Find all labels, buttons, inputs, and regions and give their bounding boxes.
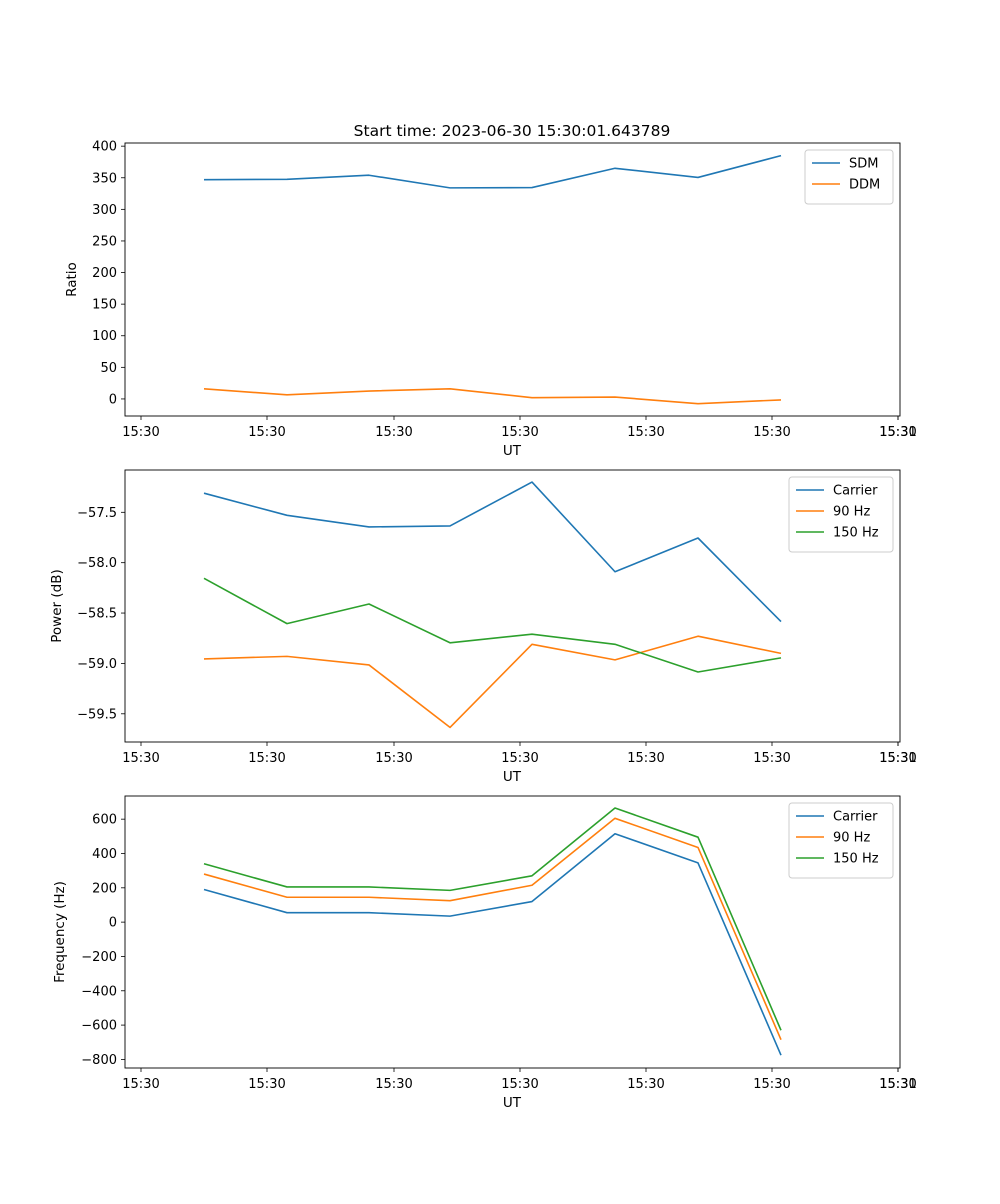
y-axis-label: Frequency (Hz) <box>52 881 68 983</box>
x-tick-label: 15:30 <box>375 751 412 766</box>
y-tick-label: 350 <box>92 171 117 186</box>
legend-label: SDM <box>849 157 878 172</box>
x-tick-label: 15:30 <box>879 425 916 440</box>
axes-frame <box>124 142 901 417</box>
x-tick-label: 15:30 <box>627 1077 664 1092</box>
axes-frame <box>124 469 901 743</box>
legend-label: 90 Hz <box>833 505 870 520</box>
series-line-2 <box>203 635 782 729</box>
series-line-2 <box>203 388 782 405</box>
legend-label: Carrier <box>833 810 878 825</box>
legend-label: 150 Hz <box>833 852 879 867</box>
x-tick-label: 15:30 <box>122 425 159 440</box>
y-tick-label: 50 <box>100 361 117 376</box>
x-tick-label: 15:30 <box>627 425 664 440</box>
y-axis-label: Power (dB) <box>49 569 65 642</box>
series-line-1 <box>203 154 782 189</box>
x-tick-label: 15:31 <box>879 1077 916 1092</box>
x-tick-label: 15:30 <box>248 425 285 440</box>
series-line-1 <box>203 832 782 1056</box>
y-tick-label: −58.0 <box>77 556 117 571</box>
x-tick-label: 15:30 <box>501 1077 538 1092</box>
y-tick-label: 0 <box>109 916 117 931</box>
x-tick-label: 15:30 <box>753 751 790 766</box>
x-tick-label: 15:30 <box>375 425 412 440</box>
series-line-3 <box>203 577 782 673</box>
legend-box <box>788 476 894 553</box>
x-tick-label: 15:30 <box>501 425 538 440</box>
x-axis-label: UT <box>503 769 522 785</box>
y-tick-label: 400 <box>92 847 117 862</box>
subplot-3: 15:30 15:30 15:30 15:30 15:30 15:30 15:3015:31… <box>52 795 917 1111</box>
y-tick-label: 0 <box>109 392 117 407</box>
x-tick-label: 15:30 <box>248 751 285 766</box>
legend-label: 150 Hz <box>833 526 879 541</box>
y-tick-label: −800 <box>81 1053 117 1068</box>
x-tick-label: 15:30 <box>122 751 159 766</box>
series-line-3 <box>203 807 782 1031</box>
y-tick-label: 200 <box>92 266 117 281</box>
x-tick-label: 15:30 <box>753 1077 790 1092</box>
y-tick-label: 100 <box>92 329 117 344</box>
y-tick-label: −59.0 <box>77 657 117 672</box>
x-tick-label: 15:30 <box>375 1077 412 1092</box>
x-tick-label: 15:30 <box>879 1077 916 1092</box>
y-tick-label: 300 <box>92 203 117 218</box>
x-tick-label: 15:30 <box>122 1077 159 1092</box>
x-tick-label: 15:30 <box>753 425 790 440</box>
subplot-2: 15:30 15:30 15:30 15:30 15:30 15:30 15:3015:31… <box>49 469 917 785</box>
axes-frame <box>124 795 901 1069</box>
legend-label: 90 Hz <box>833 831 870 846</box>
legend-label: DDM <box>849 178 880 193</box>
x-tick-label: 15:31 <box>879 425 916 440</box>
legend: Carrier 90 Hz 150 Hz <box>788 476 894 553</box>
y-tick-label: 200 <box>92 881 117 896</box>
x-tick-label: 15:30 <box>248 1077 285 1092</box>
x-tick-label: 15:30 <box>627 751 664 766</box>
y-tick-label: −600 <box>81 1019 117 1034</box>
y-tick-label: −59.5 <box>77 707 117 722</box>
y-tick-label: −58.5 <box>77 607 117 622</box>
y-tick-label: 600 <box>92 813 117 828</box>
x-tick-label: 15:30 <box>501 751 538 766</box>
series-line-2 <box>203 817 782 1040</box>
legend: Carrier 90 Hz 150 Hz <box>788 802 894 879</box>
legend: SDM DDM <box>804 149 894 205</box>
y-tick-label: 150 <box>92 298 117 313</box>
y-axis-label: Ratio <box>64 262 80 297</box>
x-axis-label: UT <box>503 443 522 459</box>
y-tick-label: 250 <box>92 234 117 249</box>
y-tick-label: −400 <box>81 984 117 999</box>
y-tick-label: −57.5 <box>77 506 117 521</box>
series-line-1 <box>203 481 782 623</box>
legend-box <box>788 802 894 879</box>
x-tick-label: 15:31 <box>879 751 916 766</box>
legend-label: Carrier <box>833 484 878 499</box>
x-axis-label: UT <box>503 1095 522 1111</box>
y-tick-label: 400 <box>92 140 117 155</box>
x-tick-label: 15:30 <box>879 751 916 766</box>
figure-title: Start time: 2023-06-30 15:30:01.643789 <box>354 122 671 140</box>
subplot-1: 15:30 15:30 15:30 15:30 15:30 15:30 15:3015:31… <box>64 140 917 459</box>
y-tick-label: −200 <box>81 950 117 965</box>
